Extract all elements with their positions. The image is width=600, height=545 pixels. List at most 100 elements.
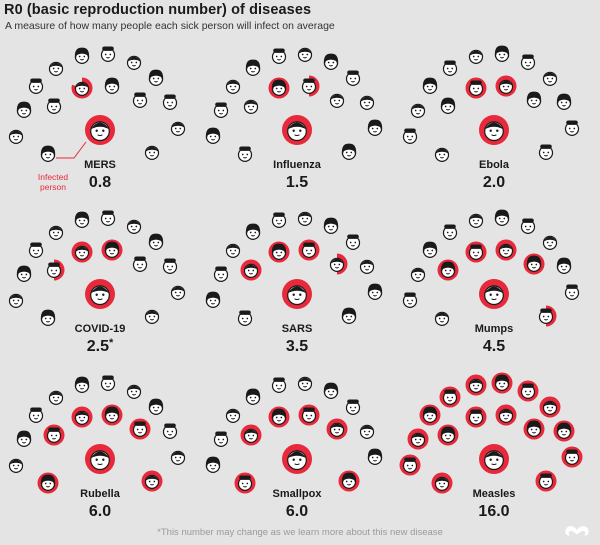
person-icon [205,291,221,308]
person-icon [439,386,461,408]
person-icon [326,418,348,440]
person-icon [465,241,487,263]
infected-person-icon [479,279,509,309]
person-icon [71,406,93,428]
person-icon [129,418,151,440]
person-icon [517,380,539,402]
person-icon [564,284,580,300]
person-icon [410,103,426,118]
person-icon [329,93,345,108]
person-icon [28,407,44,423]
person-icon [237,146,253,162]
person-icon [101,404,123,426]
r0-value-label: 6.0 [286,503,308,520]
person-icon [213,102,229,118]
person-icon [16,265,32,282]
person-icon [431,472,453,494]
person-icon [205,456,221,473]
person-icon [28,78,44,94]
mustache-logo [565,526,589,536]
person-icon [402,292,418,308]
person-icon [126,55,142,70]
infected-person-icon [282,279,312,309]
person-icon [148,398,164,415]
person-icon [495,75,517,97]
panel-smallpox: Smallpox 6.0 [205,376,383,520]
person-icon [71,77,93,99]
person-icon [538,144,554,160]
person-icon [74,47,90,64]
person-icon [144,309,160,324]
person-icon [48,390,64,405]
person-icon [132,256,148,272]
person-icon [162,423,178,439]
infected-person-icon [85,279,115,309]
person-icon [271,48,287,64]
disease-label: Influenza [273,159,322,171]
person-icon [345,234,361,250]
person-icon [225,408,241,423]
person-icon [495,404,517,426]
footnote: *This number may change as we learn more… [157,527,443,538]
person-icon [8,129,24,144]
person-icon [359,259,375,274]
person-icon [323,217,339,234]
person-icon [468,213,484,228]
person-icon [43,424,65,446]
person-icon [523,253,545,275]
panel-mumps: Mumps 4.5 [402,209,580,355]
r0-value-label: 2.0 [483,174,505,191]
infected-person-icon [85,444,115,474]
person-icon [542,235,558,250]
person-icon [345,399,361,415]
person-icon [100,210,116,226]
person-icon [162,258,178,274]
person-icon [213,266,229,282]
person-icon [345,70,361,86]
person-icon [132,92,148,108]
panel-mers: MERS 0.8 [8,46,186,191]
person-icon [271,377,287,393]
r0-value-label: 6.0 [89,503,111,520]
person-icon [523,418,545,440]
person-icon [268,406,290,428]
person-icon [561,446,583,468]
person-icon [48,61,64,76]
person-icon [495,239,517,261]
person-icon [126,219,142,234]
person-icon [245,223,261,240]
person-icon [535,470,557,492]
r0-value-label: 0.8 [89,174,111,191]
person-icon [74,211,90,228]
person-icon [556,257,572,274]
person-icon [465,374,487,396]
infected-person-icon [85,115,115,145]
person-icon [148,69,164,86]
person-icon [101,239,123,261]
person-icon [402,128,418,144]
r0-value-label: 1.5 [286,174,308,191]
disease-label: Rubella [80,488,121,500]
person-icon [100,375,116,391]
person-icon [410,267,426,282]
person-icon [556,93,572,110]
person-icon [8,458,24,473]
disease-label: Smallpox [273,488,323,500]
person-icon [338,470,360,492]
person-icon [359,424,375,439]
person-icon [297,211,313,226]
person-icon [494,209,510,226]
person-icon [520,218,536,234]
person-icon [553,420,575,442]
person-icon [234,472,256,494]
r0-value-label: 3.5 [286,338,308,355]
panel-measles: Measles 16.0 [399,372,583,520]
panel-covid-19: COVID-19 2.5* [8,210,186,355]
person-icon [213,431,229,447]
panel-sars: SARS 3.5 [205,211,383,355]
panel-influenza: Influenza 1.5 [205,47,383,191]
person-icon [367,448,383,465]
person-icon [422,241,438,258]
person-icon [245,388,261,405]
person-icon [465,77,487,99]
